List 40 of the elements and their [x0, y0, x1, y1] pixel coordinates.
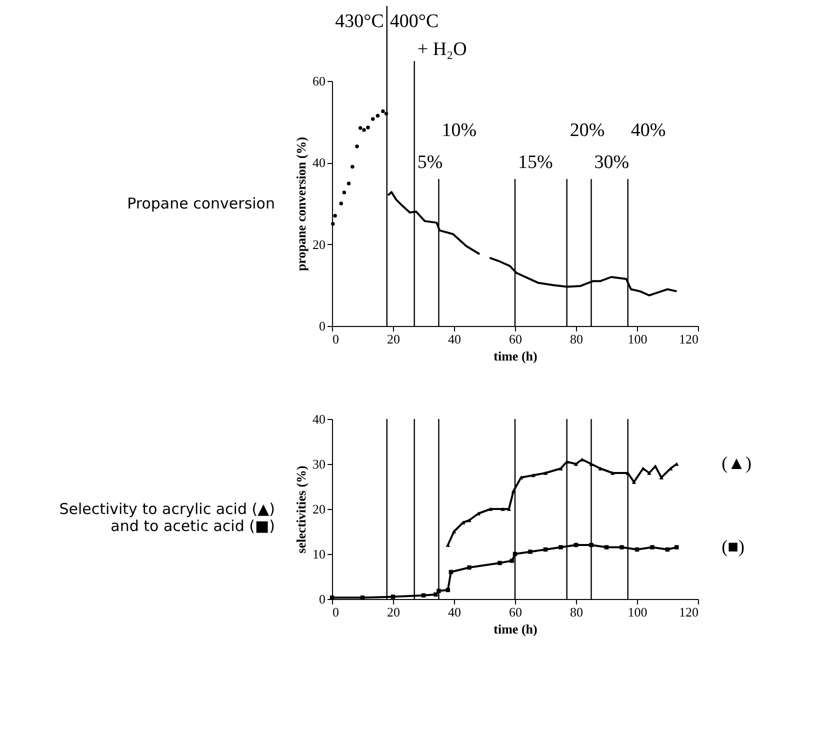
- y-tick-label: 20: [312, 502, 326, 516]
- annotation: 20%: [570, 120, 605, 141]
- text: Selectivity to acrylic acid (▲) and to acetic acid (■): [59, 500, 275, 535]
- y-tick-label: 10: [312, 546, 326, 562]
- x-tick-label: 120: [679, 332, 698, 346]
- y-tick-label: 40: [312, 155, 326, 170]
- text: (■): [722, 536, 745, 556]
- annotation: 30%: [594, 152, 630, 173]
- x-axis-title: time (h): [494, 622, 538, 636]
- x-tick-label: 20: [387, 604, 400, 620]
- y-tick-label: 60: [312, 74, 326, 88]
- x-tick-label: 20: [387, 332, 400, 346]
- annotation: 10%: [442, 120, 477, 141]
- y-tick-label: 30: [312, 456, 326, 472]
- x-tick-label: 120: [679, 604, 698, 620]
- annotation: 40%: [630, 120, 666, 141]
- y-tick-label: 40: [312, 412, 326, 426]
- y-tick-label: 0: [319, 318, 326, 334]
- x-tick-label: 40: [448, 332, 461, 346]
- text: (▲): [722, 453, 752, 473]
- x-axis-title: time (h): [494, 348, 538, 364]
- x-tick-label: 0: [332, 604, 339, 620]
- annotation: 5%: [417, 152, 443, 173]
- text: Propane conversion: [127, 194, 275, 212]
- annotation: 15%: [518, 152, 553, 173]
- x-tick-label: 40: [448, 604, 461, 620]
- text: 430°C: [335, 11, 384, 32]
- x-tick-label: 80: [570, 604, 583, 620]
- y-axis-title: selectivities (%): [294, 466, 308, 554]
- text: + H₂O: [417, 39, 467, 60]
- text: 400°C: [390, 11, 439, 32]
- x-tick-label: 0: [332, 332, 339, 346]
- y-axis-title: propane conversion (%): [294, 136, 308, 272]
- x-tick-label: 60: [509, 332, 522, 346]
- x-tick-label: 80: [570, 332, 583, 346]
- x-tick-label: 100: [628, 332, 648, 346]
- x-tick-label: 100: [628, 604, 648, 620]
- y-tick-label: 0: [319, 592, 326, 606]
- x-tick-label: 60: [509, 604, 522, 620]
- y-tick-label: 20: [312, 236, 326, 252]
